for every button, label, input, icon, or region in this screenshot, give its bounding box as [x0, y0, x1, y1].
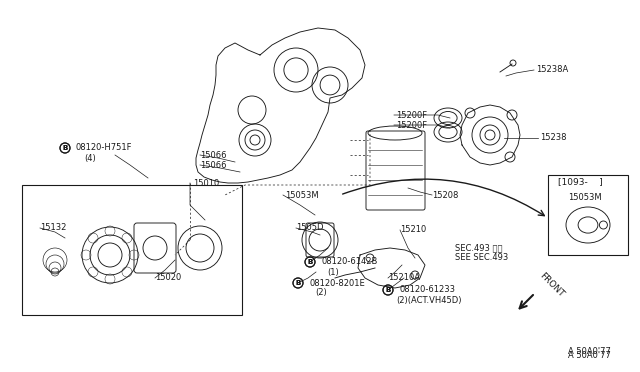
Text: B: B	[296, 280, 301, 286]
Text: SEE SEC.493: SEE SEC.493	[455, 253, 508, 263]
Text: A 50A0'77: A 50A0'77	[568, 350, 611, 359]
Text: 15208: 15208	[432, 190, 458, 199]
Text: 15210: 15210	[400, 225, 426, 234]
Text: 15053M: 15053M	[285, 190, 319, 199]
Text: 15132: 15132	[40, 224, 67, 232]
Text: [1093-    ]: [1093- ]	[558, 177, 603, 186]
Text: B: B	[296, 280, 301, 286]
Bar	[548, 175, 628, 255]
Text: A 50A0'77: A 50A0'77	[568, 347, 611, 356]
Text: B: B	[62, 145, 68, 151]
Text: 15066: 15066	[200, 151, 227, 160]
Text: 15200F: 15200F	[396, 110, 427, 119]
Text: (2)(ACT.VH45D): (2)(ACT.VH45D)	[396, 295, 461, 305]
Text: 08120-6142B: 08120-6142B	[322, 257, 378, 266]
Text: 1505D: 1505D	[296, 224, 323, 232]
Text: B: B	[307, 259, 312, 265]
Text: FRONT: FRONT	[538, 271, 566, 299]
Text: 15053M: 15053M	[568, 193, 602, 202]
Text: B: B	[62, 145, 68, 151]
Text: 15010: 15010	[193, 179, 220, 187]
Text: 08120-61233: 08120-61233	[400, 285, 456, 295]
Text: 15210A: 15210A	[388, 273, 420, 282]
Text: SEC.493 参照: SEC.493 参照	[455, 244, 502, 253]
Text: 15200F: 15200F	[396, 121, 427, 129]
Text: 15066: 15066	[200, 160, 227, 170]
Text: (2): (2)	[315, 289, 327, 298]
Text: 15238: 15238	[540, 134, 566, 142]
Text: 15238A: 15238A	[536, 65, 568, 74]
Bar	[22, 185, 242, 315]
Text: (4): (4)	[84, 154, 96, 163]
Text: 08120-8201E: 08120-8201E	[310, 279, 365, 288]
Text: B: B	[307, 259, 312, 265]
Text: (1): (1)	[327, 267, 339, 276]
Text: 08120-H751F: 08120-H751F	[76, 144, 132, 153]
Text: B: B	[385, 287, 390, 293]
Text: 15020: 15020	[155, 273, 181, 282]
Text: B: B	[385, 287, 390, 293]
